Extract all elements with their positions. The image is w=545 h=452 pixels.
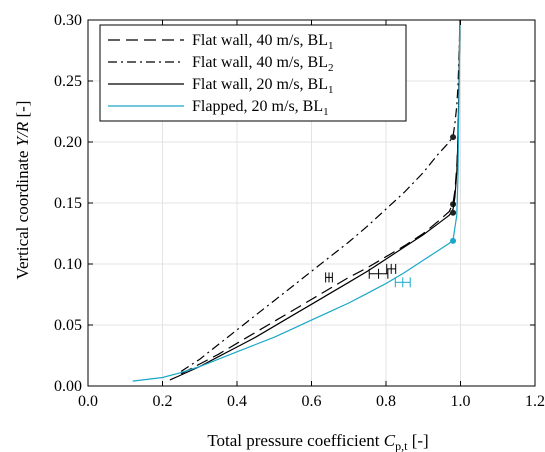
y-tick-label: 0.30 (54, 12, 82, 29)
series-marker (450, 209, 457, 216)
x-tick-label: 0.4 (227, 393, 247, 410)
y-tick-label: 0.15 (54, 195, 82, 212)
series-line (132, 19, 461, 382)
y-axis-label: Vertical coordinate Y/R [-] (13, 101, 32, 280)
series-layer (132, 19, 461, 382)
legend-entry: Flapped, 20 m/s, BL1 (192, 98, 329, 118)
x-tick-label: 1.0 (451, 393, 471, 410)
series-3 (169, 19, 461, 381)
series-marker (450, 237, 457, 244)
x-tick-label: 0.6 (302, 393, 322, 410)
series-4 (132, 19, 461, 382)
x-tick-label: 0.2 (153, 393, 173, 410)
series-marker (450, 134, 457, 141)
legend-box (99, 24, 407, 122)
y-tick-label: 0.20 (54, 134, 82, 151)
x-tick-label: 0.8 (376, 393, 396, 410)
y-tick-label: 0.00 (54, 378, 82, 395)
legend-entry: Flat wall, 20 m/s, BL1 (192, 76, 334, 96)
x-tick-label: 1.2 (525, 393, 545, 410)
series-line (180, 19, 461, 372)
y-tick-label: 0.05 (54, 317, 82, 334)
series-line (169, 19, 461, 381)
series-2 (180, 19, 461, 372)
legend-entry: Flat wall, 40 m/s, BL2 (192, 54, 334, 74)
y-tick-label: 0.10 (54, 256, 82, 273)
x-axis-label: Total pressure coefficient Cp,t [-] (207, 431, 428, 452)
x-tick-label: 0.0 (78, 393, 98, 410)
legend-entry: Flat wall, 40 m/s, BL1 (192, 32, 334, 52)
tick-layer: 0.0 0.2 0.4 0.6 0.8 1.0 1.2 0.00 0.05 0.10 0.15 0.2… (54, 12, 545, 410)
y-tick-label: 0.25 (54, 73, 82, 90)
